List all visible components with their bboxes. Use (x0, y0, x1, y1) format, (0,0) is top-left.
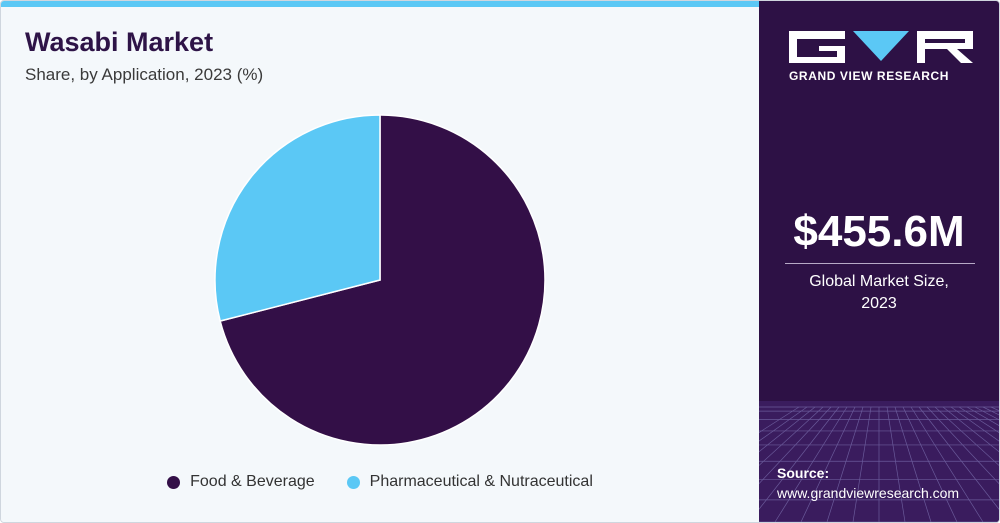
source-link[interactable]: www.grandviewresearch.com (777, 485, 960, 501)
legend-label: Pharmaceutical & Nutraceutical (369, 473, 593, 490)
source-label: Source: (777, 465, 830, 481)
decorative-grid (759, 401, 999, 522)
legend-item: Food & Beverage (167, 473, 315, 491)
legend-item: Pharmaceutical & Nutraceutical (346, 473, 593, 491)
chart-subtitle: Share, by Application, 2023 (%) (25, 65, 264, 84)
market-size-label-text: Global Market Size, 2023 (809, 273, 949, 312)
legend-label: Food & Beverage (190, 473, 315, 490)
market-size-value: $455.6M (793, 207, 965, 256)
pie-slice-pharmaceutical-nutraceutical (214, 114, 381, 322)
legend-swatch (346, 475, 360, 489)
chart-panel: Wasabi Market Share, by Application, 202… (1, 1, 759, 522)
pie-chart (214, 114, 546, 446)
chart-legend: Food & Beverage Pharmaceutical & Nutraceu… (1, 473, 759, 491)
grand-view-research-logo (789, 31, 973, 63)
accent-bar (1, 1, 759, 7)
chart-title: Wasabi Market (25, 27, 214, 57)
pie-slice-food-beverage (219, 114, 546, 446)
market-size-label: Global Market Size, 2023 (759, 271, 999, 315)
brand-name: GRAND VIEW RESEARCH (789, 69, 950, 83)
legend-swatch (167, 475, 181, 489)
sidebar-panel: GRAND VIEW RESEARCH $455.6M Global Marke… (759, 1, 999, 522)
divider (785, 263, 975, 264)
